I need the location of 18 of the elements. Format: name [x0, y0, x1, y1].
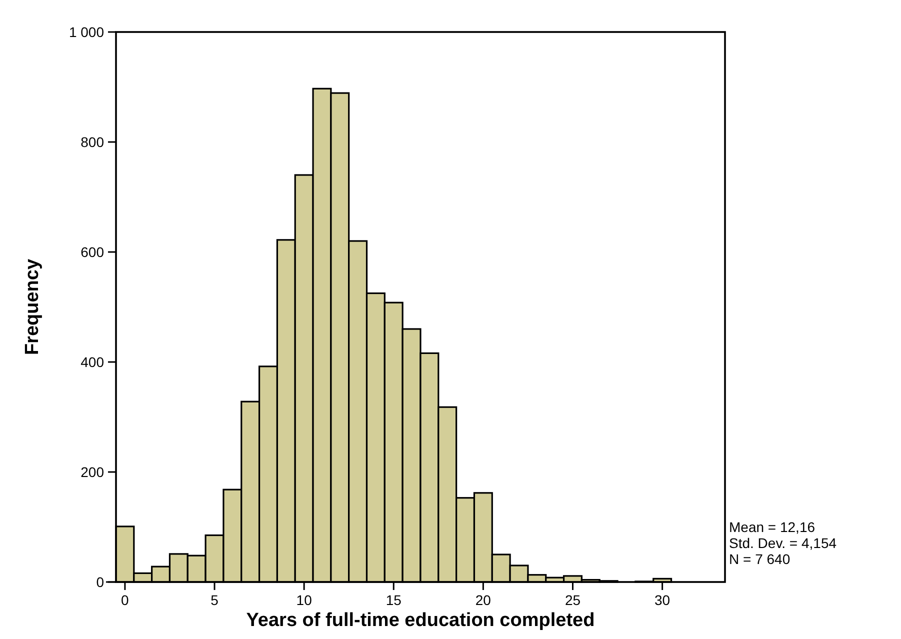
x-axis-title: Years of full-time education completed [246, 610, 595, 631]
x-tick-label: 5 [210, 592, 219, 608]
x-tick-label: 0 [121, 592, 130, 608]
y-axis-title: Frequency [22, 258, 43, 356]
x-tick-label: 15 [386, 592, 402, 608]
y-tick-label: 200 [80, 464, 104, 480]
y-tick-label: 800 [80, 134, 104, 150]
x-tick-label: 25 [564, 592, 581, 608]
x-tick-label: 10 [296, 592, 312, 608]
y-tick-label: 1 000 [68, 24, 104, 40]
text: Mean = 12,16 [729, 519, 816, 535]
x-tick-label: 30 [654, 592, 670, 608]
text: Std. Dev. = 4,154 [729, 535, 837, 551]
text: N = 7 640 [729, 551, 790, 567]
y-tick-label: 400 [80, 354, 104, 370]
y-tick-label: 0 [96, 574, 104, 590]
x-tick-label: 20 [475, 592, 492, 608]
y-tick-label: 600 [80, 244, 104, 260]
